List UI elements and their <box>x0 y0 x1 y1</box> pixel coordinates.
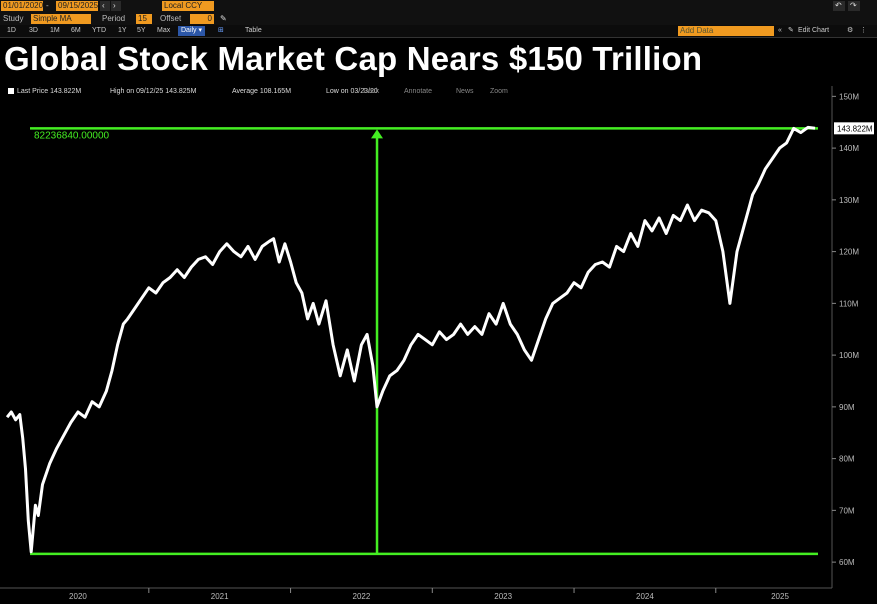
range-1y[interactable]: 1Y <box>118 27 127 34</box>
period-field[interactable]: 15 <box>136 14 152 24</box>
date-range-dash: - <box>46 1 49 10</box>
table-button[interactable]: Table <box>245 27 262 34</box>
period-label: Period <box>102 14 126 23</box>
range-1d[interactable]: 1D <box>7 27 16 34</box>
x-tick-label: 2023 <box>494 592 512 601</box>
annotate-button[interactable]: Annotate <box>404 88 433 95</box>
last-price-badge-label: 143.822M <box>837 124 873 133</box>
y-tick-label: 90M <box>839 403 855 412</box>
annotation-value-label: 82236840.00000 <box>34 130 110 141</box>
end-date-field[interactable]: 09/15/2025 <box>56 1 98 11</box>
edit-chart-button[interactable]: Edit Chart <box>798 27 830 34</box>
last-price-badge <box>834 122 874 135</box>
legend-last-price: Last Price 143.822M <box>8 86 81 98</box>
y-tick-label: 140M <box>839 144 859 153</box>
range-6m[interactable]: 6M <box>71 27 81 34</box>
legend-low: Low on 03/23/20 <box>326 88 378 95</box>
track-button[interactable]: Track <box>362 88 380 95</box>
y-tick-label: 150M <box>839 92 859 101</box>
date-toolbar: 01/01/2020 - 09/15/2025 ‹ › Local CCY ↶ … <box>0 0 877 13</box>
y-tick-label: 60M <box>839 558 855 567</box>
range-3d[interactable]: 3D <box>29 27 38 34</box>
y-tick-label: 100M <box>839 351 859 360</box>
y-tick-label: 80M <box>839 455 855 464</box>
start-date-field[interactable]: 01/01/2020 <box>1 1 43 11</box>
page-title: Global Stock Market Cap Nears $150 Trill… <box>4 40 703 77</box>
x-tick-label: 2020 <box>69 592 87 601</box>
range-1m[interactable]: 1M <box>50 27 60 34</box>
line-chart: 60M 70M 80M 90M 100M 110M 120M 130M 140M 150M 202… <box>0 86 874 601</box>
legend-swatch <box>8 88 14 95</box>
x-tick-label: 2022 <box>353 592 371 601</box>
legend-last-price-text: Last Price 143.822M <box>17 88 82 95</box>
range-5y[interactable]: 5Y <box>137 27 146 34</box>
offset-field[interactable]: 0 <box>190 14 214 24</box>
news-button[interactable]: News <box>456 88 474 95</box>
legend-high: High on 09/12/25 143.825M <box>110 88 197 95</box>
frequency-label: Daily <box>181 27 197 34</box>
y-tick-label: 130M <box>839 196 859 205</box>
frequency-select[interactable]: Daily ▾ <box>178 26 206 36</box>
legend-average: Average 108.165M <box>232 88 292 95</box>
x-tick-label: 2024 <box>636 592 654 601</box>
price-series-line <box>5 125 816 554</box>
study-toolbar: Study Simple MA Period 15 Offset 0 ✎ <box>0 13 877 25</box>
undo-icon[interactable]: ↶ <box>833 1 845 11</box>
study-select[interactable]: Simple MA <box>31 14 91 24</box>
add-data-input[interactable]: Add Data <box>678 26 774 36</box>
prev-arrow-icon[interactable]: ‹ <box>100 1 110 11</box>
offset-label: Offset <box>160 14 182 23</box>
chart-type-icon[interactable]: ⊞ <box>218 27 224 34</box>
next-arrow-icon[interactable]: › <box>111 1 121 11</box>
edit-chart-icon[interactable]: ✎ <box>788 27 794 34</box>
y-tick-label: 120M <box>839 248 859 257</box>
collapse-icon[interactable]: « <box>778 27 782 34</box>
chart-legend: Last Price 143.822M High on 09/12/25 143… <box>4 86 764 98</box>
settings-icon[interactable]: ⚙ <box>847 27 854 34</box>
currency-select[interactable]: Local CCY <box>162 1 214 11</box>
x-tick-label: 2021 <box>211 592 229 601</box>
pencil-icon[interactable]: ✎ <box>220 14 227 23</box>
zoom-button[interactable]: Zoom <box>490 88 508 95</box>
gain-arrow-head <box>371 129 384 139</box>
more-icon[interactable]: ⋮ <box>860 27 867 34</box>
y-tick-label: 70M <box>839 506 855 515</box>
range-toolbar: 1D 3D 1M 6M YTD 1Y 5Y Max Daily ▾ ⊞ Tabl… <box>0 25 877 38</box>
study-label: Study <box>3 14 24 23</box>
redo-icon[interactable]: ↷ <box>848 1 860 11</box>
x-tick-label: 2025 <box>771 592 789 601</box>
range-max[interactable]: Max <box>157 27 171 34</box>
y-tick-label: 110M <box>839 299 859 308</box>
range-ytd[interactable]: YTD <box>92 27 106 34</box>
